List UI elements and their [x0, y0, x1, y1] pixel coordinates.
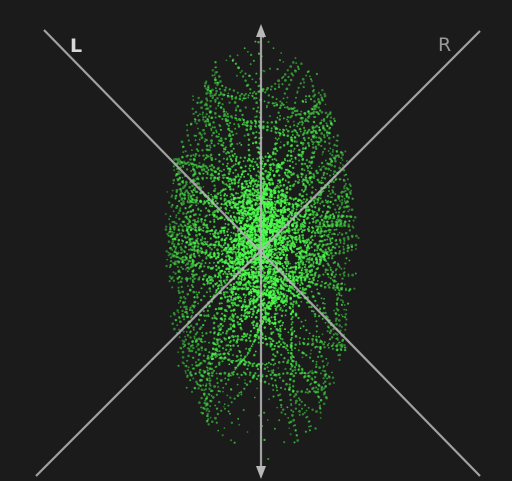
mono-axis-bottom-arrow-icon: [256, 466, 266, 479]
stereo-signal-trace: [164, 36, 360, 461]
mono-axis-top-arrow-icon: [256, 24, 266, 37]
right-channel-axis: [35, 30, 481, 477]
right-channel-label: R: [438, 34, 452, 56]
left-channel-label: L: [70, 35, 83, 57]
